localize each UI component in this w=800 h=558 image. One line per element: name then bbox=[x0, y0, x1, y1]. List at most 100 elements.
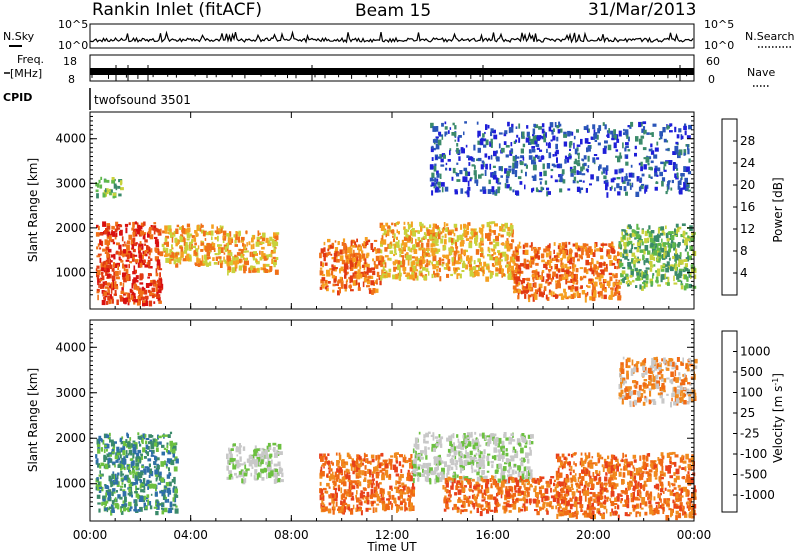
heatmap-cell bbox=[225, 246, 227, 252]
heatmap-cell bbox=[176, 459, 179, 464]
heatmap-cell bbox=[653, 264, 655, 267]
heatmap-cell bbox=[377, 249, 381, 253]
heatmap-cell bbox=[268, 468, 270, 472]
heatmap-cell bbox=[473, 158, 475, 162]
heatmap-cell bbox=[364, 453, 366, 458]
heatmap-cell bbox=[355, 495, 357, 498]
heatmap-cell bbox=[135, 475, 137, 479]
heatmap-cell bbox=[371, 290, 374, 295]
heatmap-cell bbox=[520, 161, 524, 165]
heatmap-cell bbox=[511, 142, 513, 146]
heatmap-cell bbox=[502, 252, 506, 257]
heatmap-cell bbox=[168, 508, 172, 513]
heatmap-cell bbox=[472, 439, 474, 445]
heatmap-cell bbox=[541, 187, 543, 192]
heatmap-cell bbox=[650, 268, 653, 272]
heatmap-cell bbox=[606, 251, 608, 255]
heatmap-cell bbox=[468, 242, 472, 248]
heatmap-cell bbox=[677, 280, 681, 282]
heatmap-cell bbox=[600, 248, 603, 252]
heatmap-cell bbox=[372, 271, 375, 275]
heatmap-cell bbox=[540, 181, 542, 184]
heatmap-cell bbox=[515, 190, 519, 195]
heatmap-cell bbox=[211, 246, 214, 250]
heatmap-cell bbox=[343, 499, 346, 503]
heatmap-cell bbox=[549, 271, 551, 273]
heatmap-cell bbox=[644, 260, 646, 265]
heatmap-cell bbox=[625, 192, 628, 196]
heatmap-cell bbox=[114, 465, 116, 468]
heatmap-cell bbox=[326, 272, 329, 274]
heatmap-cell bbox=[659, 138, 661, 140]
heatmap-cell bbox=[381, 474, 385, 480]
heatmap-cell bbox=[106, 454, 109, 458]
heatmap-cell bbox=[445, 122, 447, 125]
heatmap-cell bbox=[429, 224, 431, 228]
heatmap-cell bbox=[207, 256, 209, 259]
heatmap-cell bbox=[432, 146, 434, 149]
heatmap-cell bbox=[650, 243, 653, 248]
heatmap-cell bbox=[236, 446, 239, 450]
heatmap-cell bbox=[480, 141, 482, 145]
heatmap-cell bbox=[538, 255, 540, 260]
heatmap-cell bbox=[580, 188, 583, 191]
heatmap-cell bbox=[398, 485, 401, 488]
heatmap-cell bbox=[670, 266, 672, 271]
heatmap-cell bbox=[343, 244, 347, 250]
heatmap-cell bbox=[167, 443, 169, 445]
heatmap-cell bbox=[197, 233, 199, 236]
heatmap-cell bbox=[640, 178, 642, 182]
heatmap-cell bbox=[122, 244, 124, 247]
heatmap-cell bbox=[389, 244, 391, 249]
heatmap-cell bbox=[220, 263, 223, 268]
heatmap-cell bbox=[658, 228, 660, 234]
heatmap-cell bbox=[593, 253, 596, 257]
heatmap-cell bbox=[629, 281, 632, 285]
heatmap-cell bbox=[331, 264, 333, 267]
heatmap-cell bbox=[510, 266, 514, 271]
heatmap-cell bbox=[359, 266, 361, 269]
heatmap-cell bbox=[474, 170, 477, 175]
heatmap-cell bbox=[495, 273, 498, 277]
heatmap-cell bbox=[538, 159, 541, 162]
heatmap-cell bbox=[347, 272, 349, 275]
heatmap-cell bbox=[428, 463, 432, 466]
heatmap-cell bbox=[142, 484, 144, 486]
heatmap-cell bbox=[568, 296, 571, 299]
heatmap-cell bbox=[552, 272, 556, 277]
heatmap-cell bbox=[501, 243, 505, 245]
heatmap-cell bbox=[133, 482, 136, 485]
heatmap-cell bbox=[636, 272, 639, 276]
heatmap-cell bbox=[149, 301, 152, 307]
heatmap-cell bbox=[483, 256, 485, 259]
heatmap-cell bbox=[445, 126, 448, 130]
heatmap-cell bbox=[398, 260, 401, 265]
heatmap-cell bbox=[688, 171, 691, 174]
heatmap-cell bbox=[567, 281, 570, 283]
heatmap-cell bbox=[274, 248, 276, 252]
heatmap-cell bbox=[276, 257, 279, 260]
heatmap-cell bbox=[456, 163, 458, 165]
heatmap-cell bbox=[556, 137, 558, 142]
heatmap-cell bbox=[622, 253, 624, 258]
heatmap-cell bbox=[428, 254, 431, 257]
heatmap-cell bbox=[344, 263, 348, 269]
heatmap-cell bbox=[529, 288, 532, 290]
heatmap-cell bbox=[391, 230, 395, 234]
heatmap-cell bbox=[531, 146, 535, 149]
heatmap-cell bbox=[99, 247, 101, 249]
heatmap-cell bbox=[115, 460, 118, 463]
heatmap-cell bbox=[347, 491, 350, 493]
heatmap-cell bbox=[348, 507, 350, 511]
heatmap-cell bbox=[99, 470, 101, 474]
heatmap-cell bbox=[630, 122, 633, 127]
heatmap-cell bbox=[683, 153, 685, 156]
heatmap-cell bbox=[121, 504, 124, 506]
heatmap-cell bbox=[360, 246, 362, 250]
heatmap-cell bbox=[679, 180, 681, 185]
heatmap-cell bbox=[411, 229, 414, 231]
heatmap-cell bbox=[116, 286, 119, 290]
heatmap-cell bbox=[689, 158, 691, 162]
heatmap-cell bbox=[106, 250, 108, 252]
